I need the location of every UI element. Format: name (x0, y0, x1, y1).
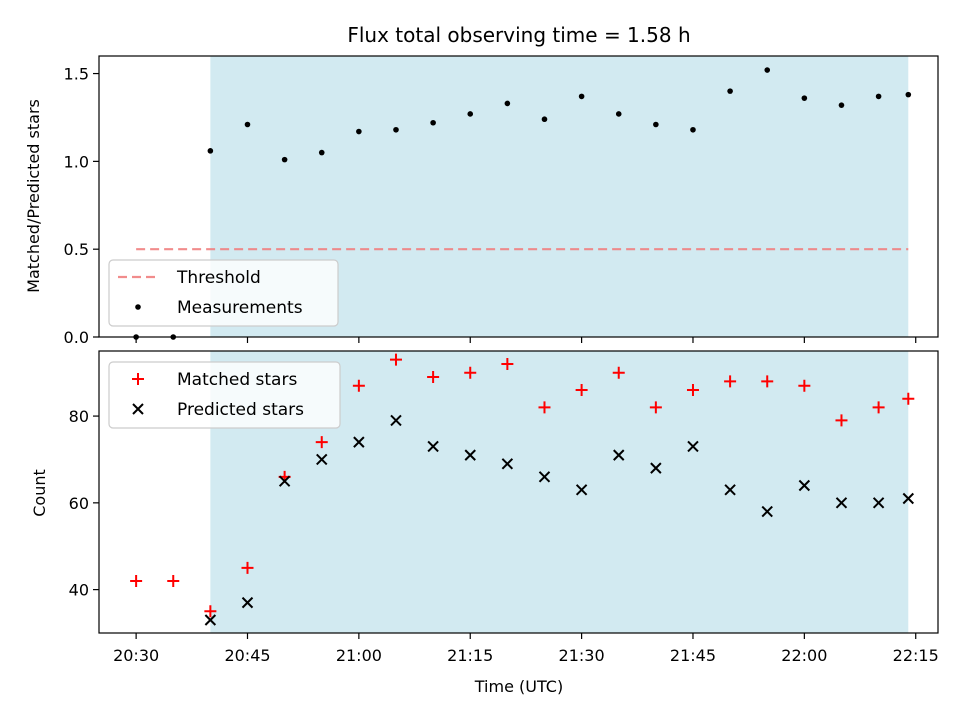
legend-matched-label: Matched stars (177, 370, 297, 390)
top-plot-frame (98, 55, 939, 338)
top-panel: 0.0 0.5 1.0 1.5 Threshold Measurements (64, 55, 939, 347)
top-y-tick-label: 0.5 (64, 240, 89, 259)
bottom-y-axis-label: Count (30, 469, 49, 517)
measurement-point (318, 149, 325, 156)
measurement-point (356, 128, 362, 135)
top-legend-box (108, 259, 339, 327)
matched-stars-point (902, 392, 915, 405)
matched-stars-point (538, 401, 551, 414)
x-tick-label: 21:45 (670, 646, 716, 665)
matched-stars-point (612, 366, 625, 379)
predicted-stars-point (427, 440, 439, 453)
legend-predicted-label: Predicted stars (177, 400, 304, 420)
top-y-tick-label: 0.0 (64, 328, 89, 347)
x-tick-label: 22:15 (893, 646, 939, 665)
predicted-stars-point (501, 458, 514, 470)
predicted-stars-point (204, 614, 217, 626)
legend-predicted-swatch (132, 403, 144, 415)
measurement-point (690, 126, 696, 133)
matched-stars-point (835, 414, 848, 427)
legend-measurements-label: Measurements (177, 298, 303, 318)
legend-matched-swatch (132, 373, 144, 385)
measurement-point (578, 93, 585, 100)
measurement-point (541, 116, 548, 123)
predicted-stars-point (353, 436, 365, 448)
matched-stars-point (575, 384, 588, 397)
predicted-stars-point (872, 497, 885, 509)
predicted-stars-point (241, 596, 254, 609)
measurement-point (653, 121, 659, 128)
matched-stars-point (389, 353, 402, 366)
predicted-stars-point (316, 453, 328, 466)
x-axis-label: Time (UTC) (474, 677, 563, 696)
bottom-panel: 40 60 80 20:30 20:45 21:00 21:15 21:30 21:45 22:… (69, 350, 939, 665)
x-tick-label: 20:45 (224, 646, 270, 665)
x-tick-label: 20:30 (113, 646, 159, 665)
matched-stars-point (798, 379, 811, 392)
legend-measurements-swatch (135, 304, 141, 310)
measurement-point (430, 119, 436, 126)
measurement-point (875, 93, 882, 100)
matched-stars-point (724, 375, 737, 388)
x-tick-label: 22:00 (781, 646, 827, 665)
bottom-plot-frame (98, 350, 939, 634)
predicted-stars-point (798, 479, 811, 492)
predicted-stars-point (613, 449, 625, 461)
x-tick-label: 21:15 (447, 646, 493, 665)
measurement-point (467, 111, 474, 117)
matched-stars-point (686, 384, 699, 397)
chart-title: Flux total observing time = 1.58 h (347, 23, 690, 47)
measurement-point (504, 100, 511, 107)
predicted-stars-point (902, 492, 915, 505)
matched-stars-point (501, 358, 514, 371)
bottom-y-tick-label: 80 (69, 407, 89, 426)
matched-stars-point (352, 379, 365, 392)
legend-threshold-label: Threshold (176, 268, 261, 288)
matched-stars-point (241, 561, 254, 574)
predicted-stars-point (761, 505, 773, 518)
predicted-stars-point (464, 449, 476, 461)
x-tick-label: 21:30 (559, 646, 605, 665)
measurement-point (905, 91, 912, 98)
matched-stars-point (649, 401, 662, 414)
predicted-stars-point (278, 475, 291, 487)
measurement-point (764, 67, 771, 73)
predicted-stars-point (724, 484, 736, 496)
matched-stars-point (761, 375, 774, 388)
measurement-point (615, 111, 622, 117)
measurement-point (838, 102, 845, 108)
bottom-legend-box (108, 361, 341, 429)
predicted-stars-point (538, 471, 551, 483)
top-y-tick-label: 1.5 (64, 65, 89, 84)
measurement-point (207, 148, 214, 154)
predicted-stars-point (835, 497, 848, 509)
matched-stars-point (130, 574, 143, 587)
predicted-stars-point (390, 414, 402, 427)
top-y-tick-label: 1.0 (64, 152, 89, 171)
bottom-y-tick-label: 40 (69, 581, 89, 600)
matched-stars-point (464, 366, 477, 379)
matched-stars-point (167, 574, 180, 587)
matched-stars-point (204, 605, 217, 618)
bottom-legend: Matched stars Predicted stars (108, 361, 341, 429)
top-y-axis-label: Matched/Predicted stars (24, 99, 43, 293)
predicted-stars-point (575, 484, 588, 496)
matched-stars-point (427, 371, 440, 384)
measurement-point (801, 95, 808, 101)
predicted-stars-point (687, 440, 699, 453)
measurement-point (727, 88, 733, 94)
top-legend: Threshold Measurements (108, 259, 339, 327)
x-tick-label: 21:00 (336, 646, 382, 665)
measurement-point (244, 121, 251, 128)
measurement-point (393, 126, 399, 133)
bottom-y-tick-label: 60 (69, 494, 89, 513)
measurement-point (281, 156, 288, 163)
predicted-stars-point (650, 462, 662, 474)
matched-stars-point (872, 401, 885, 414)
matched-stars-point (315, 436, 328, 449)
